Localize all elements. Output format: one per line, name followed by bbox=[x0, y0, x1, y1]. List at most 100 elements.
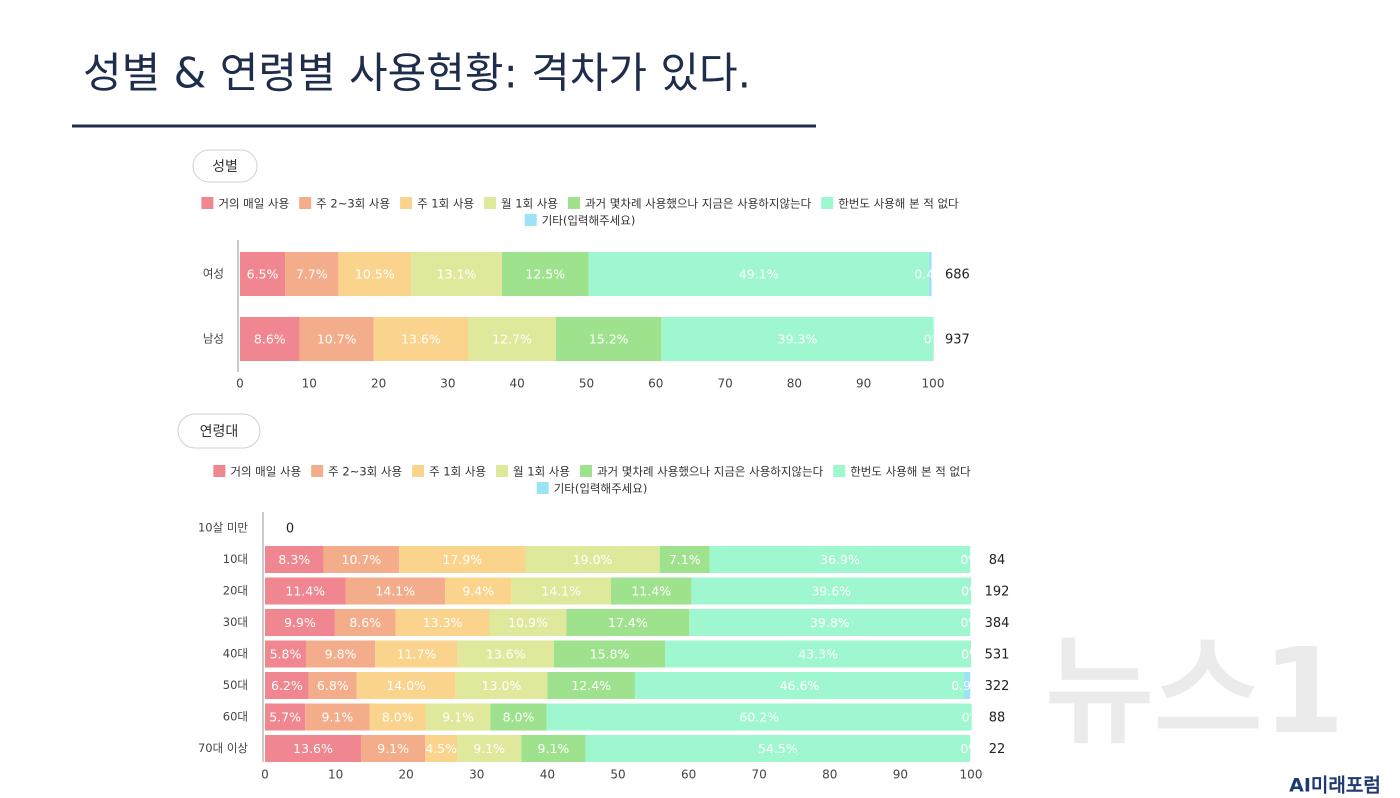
bar-segment bbox=[525, 546, 660, 573]
bar-segment bbox=[521, 735, 586, 762]
bar-segment bbox=[963, 672, 971, 699]
x-tick-label: 10 bbox=[302, 377, 317, 391]
legend-swatch bbox=[833, 465, 846, 477]
value-label: 36.9% bbox=[820, 552, 860, 567]
bar-segment bbox=[689, 609, 971, 636]
section-pill bbox=[177, 413, 261, 449]
value-label: 8.6% bbox=[254, 332, 286, 347]
x-tick-label: 50 bbox=[579, 377, 594, 391]
x-tick-label: 90 bbox=[856, 377, 871, 391]
legend-item: 월 1회 사용 bbox=[484, 197, 558, 211]
value-label: 9.4% bbox=[462, 584, 494, 599]
x-tick-label: 50 bbox=[610, 768, 625, 782]
legend-label: 월 1회 사용 bbox=[513, 465, 570, 479]
section-pill bbox=[192, 149, 258, 183]
bar-segment bbox=[265, 703, 306, 731]
legend-swatch bbox=[400, 197, 413, 209]
value-label: 39.8% bbox=[810, 615, 850, 630]
bar-segment bbox=[490, 703, 547, 731]
category-label: 50대 bbox=[223, 678, 248, 692]
legend-swatch bbox=[536, 482, 549, 494]
bar-segment bbox=[501, 252, 589, 296]
bar-segment bbox=[373, 317, 468, 361]
legend-item: 과거 몇차례 사용했으나 지금은 사용하지않는다 bbox=[579, 465, 824, 479]
legend-swatch bbox=[213, 465, 226, 477]
value-label: 15.8% bbox=[590, 647, 630, 662]
value-label: 0.4% bbox=[914, 267, 946, 282]
bar-segment bbox=[511, 577, 611, 605]
value-label: 11.4% bbox=[285, 584, 325, 599]
legend-label: 주 1회 사용 bbox=[429, 465, 486, 479]
bar-segment bbox=[395, 609, 490, 636]
x-tick-label: 10 bbox=[328, 768, 343, 782]
bar-segment bbox=[308, 672, 357, 699]
bar-segment bbox=[425, 735, 458, 762]
value-label: 17.9% bbox=[442, 552, 482, 567]
bar-segment bbox=[299, 317, 374, 361]
chart-title: 연령대 bbox=[200, 424, 239, 440]
value-label: 13.1% bbox=[437, 267, 477, 282]
value-label: 0.9% bbox=[951, 678, 983, 693]
bar-segment bbox=[399, 546, 526, 573]
total-label: 0 bbox=[286, 522, 294, 537]
bar-segment bbox=[467, 317, 557, 361]
legend-swatch bbox=[412, 465, 425, 477]
bar-segment bbox=[265, 546, 324, 573]
bar-segment bbox=[457, 640, 554, 668]
bar-segment bbox=[240, 252, 286, 296]
value-label: 10.7% bbox=[342, 552, 382, 567]
total-label: 322 bbox=[985, 679, 1010, 694]
bar-segment bbox=[553, 640, 666, 668]
bar-segment bbox=[566, 609, 690, 636]
value-label: 9.1% bbox=[377, 741, 409, 756]
value-label: 6.2% bbox=[271, 678, 303, 693]
x-tick-label: 70 bbox=[717, 377, 732, 391]
value-label: 39.6% bbox=[811, 584, 851, 599]
category-label: 30대 bbox=[223, 615, 248, 629]
legend-item: 월 1회 사용 bbox=[496, 465, 570, 479]
value-label: 6.8% bbox=[317, 678, 349, 693]
value-label: 8.3% bbox=[278, 552, 310, 567]
bar-segment bbox=[369, 703, 426, 731]
bar-segment bbox=[305, 703, 370, 731]
value-label: 11.7% bbox=[397, 647, 437, 662]
legend-item: 주 2~3회 사용 bbox=[299, 197, 390, 211]
legend-label: 한번도 사용해 본 적 없다 bbox=[850, 465, 971, 479]
x-tick-label: 0 bbox=[236, 377, 244, 391]
bar-segment bbox=[265, 735, 362, 762]
bar-segment bbox=[375, 640, 458, 668]
legend-item: 거의 매일 사용 bbox=[201, 197, 289, 211]
legend-label: 거의 매일 사용 bbox=[230, 465, 301, 479]
legend-label: 기타(입력해주세요) bbox=[554, 482, 648, 496]
legend-swatch bbox=[524, 214, 537, 226]
bar-segment bbox=[691, 577, 971, 605]
value-label: 13.3% bbox=[423, 615, 463, 630]
x-tick-label: 20 bbox=[399, 768, 414, 782]
bar-segment bbox=[323, 546, 400, 573]
logo: AI미래포럼 bbox=[1289, 775, 1381, 797]
category-label: 70대 이상 bbox=[198, 741, 248, 755]
value-label: 0% bbox=[960, 741, 980, 756]
bar-segment bbox=[928, 252, 932, 296]
value-label: 13.0% bbox=[482, 678, 522, 693]
value-label: 54.5% bbox=[758, 741, 798, 756]
bar-segment bbox=[547, 672, 635, 699]
x-tick-label: 60 bbox=[648, 377, 663, 391]
x-tick-label: 40 bbox=[540, 768, 555, 782]
legend-item: 기타(입력해주세요) bbox=[536, 482, 648, 496]
slide-title: 성별 & 연령별 사용현황: 격차가 있다. bbox=[83, 49, 751, 98]
bar-segment bbox=[585, 735, 971, 762]
x-tick-label: 20 bbox=[371, 377, 386, 391]
bar-segment bbox=[361, 735, 426, 762]
value-label: 8.0% bbox=[503, 710, 535, 725]
value-label: 13.6% bbox=[486, 647, 526, 662]
legend-swatch bbox=[567, 197, 580, 209]
total-label: 192 bbox=[985, 585, 1010, 600]
category-label: 10대 bbox=[223, 552, 248, 566]
value-label: 6.5% bbox=[247, 267, 279, 282]
value-label: 0% bbox=[961, 647, 981, 662]
legend-item: 주 1회 사용 bbox=[412, 465, 486, 479]
bar-segment bbox=[610, 577, 692, 605]
x-tick-label: 100 bbox=[960, 768, 983, 782]
